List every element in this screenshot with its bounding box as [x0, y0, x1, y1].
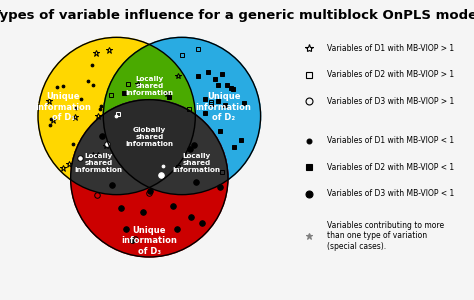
Text: Variables of D3 with MB-VIOP > 1: Variables of D3 with MB-VIOP > 1: [327, 97, 454, 106]
Circle shape: [71, 100, 228, 257]
Circle shape: [71, 100, 228, 257]
Text: Variables of D3 with MB-VIOP < 1: Variables of D3 with MB-VIOP < 1: [327, 189, 454, 198]
Polygon shape: [103, 100, 195, 187]
Text: Variables contributing to more
than one type of variation
(special cases).: Variables contributing to more than one …: [327, 221, 444, 251]
Text: Variables of D2 with MB-VIOP > 1: Variables of D2 with MB-VIOP > 1: [327, 70, 454, 80]
Text: Variables of D2 with MB-VIOP < 1: Variables of D2 with MB-VIOP < 1: [327, 163, 454, 172]
Text: Variables of D1 with MB-VIOP < 1: Variables of D1 with MB-VIOP < 1: [327, 136, 454, 146]
Circle shape: [103, 38, 261, 195]
Text: Unique
information
of D₂: Unique information of D₂: [196, 92, 251, 122]
Text: Variables of D1 with MB-VIOP > 1: Variables of D1 with MB-VIOP > 1: [327, 44, 454, 53]
Text: Locally
shared
information: Locally shared information: [125, 76, 173, 96]
Text: Types of variable influence for a generic multiblock OnPLS model: Types of variable influence for a generi…: [0, 9, 474, 22]
Circle shape: [71, 100, 228, 257]
Text: Unique
information
of D₃: Unique information of D₃: [121, 226, 177, 256]
Circle shape: [71, 100, 228, 257]
Text: Unique
information
of D₁: Unique information of D₁: [35, 92, 91, 122]
Text: Locally
shared
information: Locally shared information: [75, 154, 123, 173]
Circle shape: [38, 38, 195, 195]
Circle shape: [103, 38, 261, 195]
Circle shape: [71, 100, 228, 257]
Text: Globally
shared
information: Globally shared information: [125, 127, 173, 147]
Text: Locally
shared
information: Locally shared information: [173, 154, 221, 173]
